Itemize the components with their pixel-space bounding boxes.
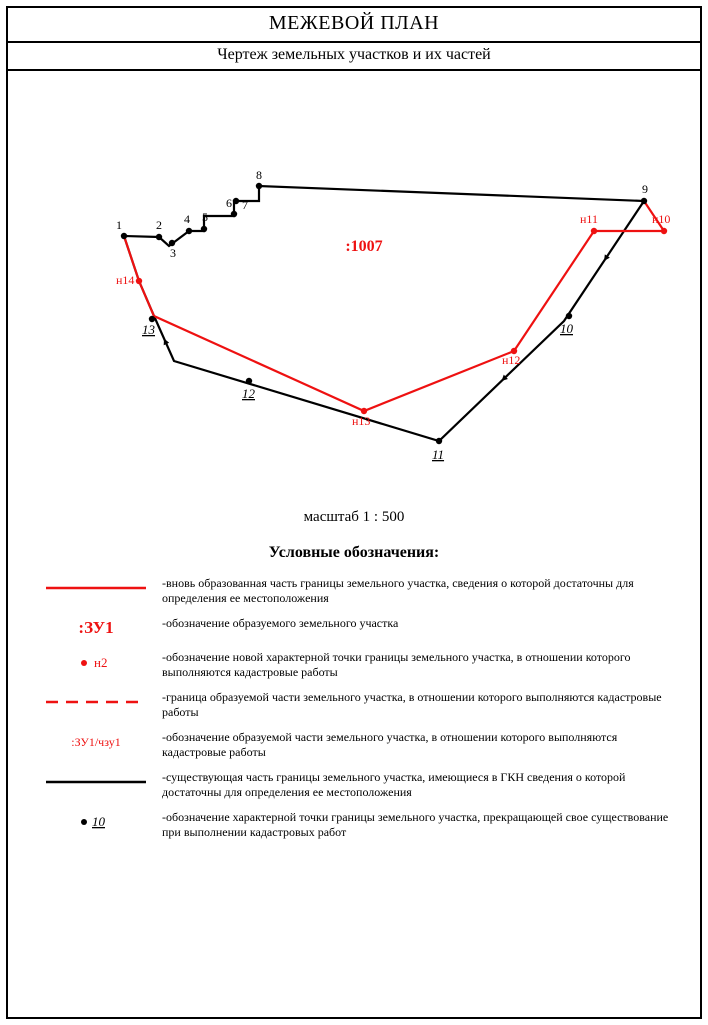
legend-symbol xyxy=(36,690,156,714)
svg-text:10: 10 xyxy=(560,321,574,336)
legend-row: н2 -обозначение новой характерной точки г… xyxy=(36,650,682,680)
legend-row: -существующая часть границы земельного у… xyxy=(36,770,682,800)
scale-label: масштаб 1 : 500 xyxy=(16,509,692,526)
legend-desc: -обозначение новой характерной точки гра… xyxy=(156,650,682,680)
legend-desc: -граница образуемой части земельного уча… xyxy=(156,690,682,720)
svg-text:5: 5 xyxy=(202,210,208,224)
legend-desc: -обозначение образуемого земельного учас… xyxy=(156,616,682,631)
doc-subtitle: Чертеж земельных участков и их частей xyxy=(8,43,700,71)
legend-row: :ЗУ1-обозначение образуемого земельного … xyxy=(36,616,682,640)
legend-symbol xyxy=(36,576,156,600)
page: МЕЖЕВОЙ ПЛАН Чертеж земельных участков и… xyxy=(0,0,708,1025)
svg-text:7: 7 xyxy=(242,198,248,212)
svg-text:н14: н14 xyxy=(116,273,134,287)
svg-text:н10: н10 xyxy=(652,212,670,226)
legend-desc: -вновь образованная часть границы земель… xyxy=(156,576,682,606)
svg-text:9: 9 xyxy=(642,182,648,196)
svg-text:8: 8 xyxy=(256,168,262,182)
svg-text::1007: :1007 xyxy=(345,238,382,255)
svg-text:2: 2 xyxy=(156,218,162,232)
svg-text:6: 6 xyxy=(226,196,232,210)
doc-title: МЕЖЕВОЙ ПЛАН xyxy=(8,8,700,43)
legend-symbol: :ЗУ1 xyxy=(36,616,156,640)
legend-row: -вновь образованная часть границы земель… xyxy=(36,576,682,606)
legend-symbol: н2 xyxy=(36,650,156,674)
svg-text:11: 11 xyxy=(432,447,444,462)
svg-text:1: 1 xyxy=(116,218,122,232)
svg-text:12: 12 xyxy=(242,386,256,401)
svg-text:10: 10 xyxy=(92,814,106,829)
svg-text:н13: н13 xyxy=(352,414,370,428)
legend-symbol xyxy=(36,770,156,794)
legend-symbol: 10 xyxy=(36,810,156,834)
legend-title: Условные обозначения: xyxy=(16,544,692,562)
document-frame: МЕЖЕВОЙ ПЛАН Чертеж земельных участков и… xyxy=(6,6,702,1019)
svg-text:н11: н11 xyxy=(580,212,598,226)
content-area: 12345678910111213н10н11н12н13н14:1007 ма… xyxy=(8,71,700,1017)
legend-desc: -обозначение характерной точки границы з… xyxy=(156,810,682,840)
parcel-diagram: 12345678910111213н10н11н12н13н14:1007 xyxy=(24,71,684,501)
svg-text:13: 13 xyxy=(142,322,156,337)
svg-text:3: 3 xyxy=(170,246,176,260)
svg-text:4: 4 xyxy=(184,212,190,226)
legend-row: :ЗУ1/чзу1-обозначение образуемой части з… xyxy=(36,730,682,760)
legend-row: -граница образуемой части земельного уча… xyxy=(36,690,682,720)
svg-text:н12: н12 xyxy=(502,353,520,367)
svg-text:н2: н2 xyxy=(94,655,107,670)
legend-block: -вновь образованная часть границы земель… xyxy=(16,576,692,840)
legend-desc: -существующая часть границы земельного у… xyxy=(156,770,682,800)
legend-desc: -обозначение образуемой части земельного… xyxy=(156,730,682,760)
legend-row: 10 -обозначение характерной точки границы… xyxy=(36,810,682,840)
legend-symbol: :ЗУ1/чзу1 xyxy=(36,730,156,754)
